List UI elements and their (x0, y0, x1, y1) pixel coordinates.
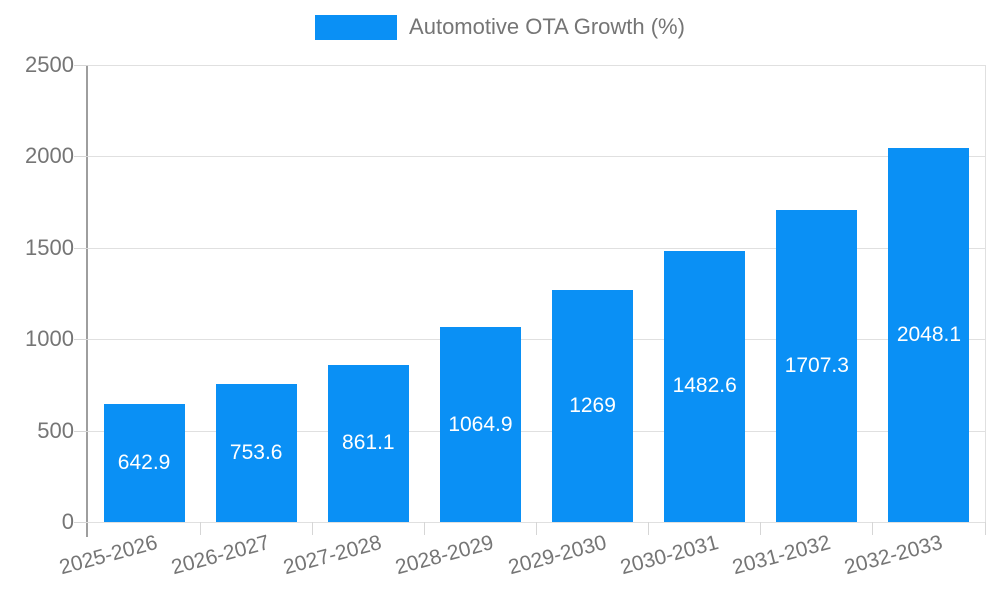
bar[interactable]: 2048.1 (888, 147, 970, 522)
plot-right-border (985, 65, 986, 535)
bar-value-label: 1064.9 (448, 412, 513, 436)
bar[interactable]: 861.1 (327, 364, 409, 522)
gridline (88, 338, 985, 340)
bar-value-label: 2048.1 (896, 322, 962, 346)
y-axis-tick-label: 1000 (25, 326, 74, 351)
x-tick-mark (199, 522, 201, 535)
legend-series-label: Automotive OTA Growth (%) (409, 14, 685, 39)
x-tick-mark (311, 522, 313, 535)
y-tick-mark (74, 521, 88, 523)
y-tick-mark (74, 338, 88, 340)
x-tick-mark (423, 522, 425, 535)
y-axis-tick-label: 2000 (25, 143, 74, 168)
legend-color-swatch (315, 14, 398, 40)
bar-value-label: 1482.6 (672, 374, 737, 398)
bar-value-label: 861.1 (342, 431, 395, 455)
legend[interactable]: Automotive OTA Growth (%) (0, 14, 1000, 40)
gridline (88, 155, 985, 157)
bar[interactable]: 1269 (552, 290, 634, 522)
bar-value-label: 642.9 (117, 451, 171, 475)
bar-value-label: 1269 (569, 394, 616, 417)
bar[interactable]: 1064.9 (439, 327, 521, 522)
y-tick-mark (74, 430, 88, 432)
y-tick-mark (74, 155, 88, 157)
x-tick-mark (872, 522, 874, 535)
gridline (88, 247, 985, 249)
y-axis-tick-label: 1500 (25, 235, 74, 260)
y-axis-tick-label: 500 (37, 418, 74, 443)
bar[interactable]: 753.6 (215, 384, 297, 522)
bar-value-label: 1707.3 (784, 353, 849, 377)
x-tick-mark (648, 522, 650, 535)
x-tick-mark (760, 522, 762, 535)
y-tick-mark (74, 247, 88, 249)
y-axis-tick-label: 0 (61, 509, 74, 534)
bar[interactable]: 1707.3 (776, 209, 858, 522)
plot-area: 0 500 1000 1500 2000 2500 642.9 753.6 861.1 1064.… (25, 53, 986, 579)
gridline (88, 64, 985, 66)
y-tick-mark (74, 64, 88, 66)
x-tick-mark (984, 522, 986, 535)
x-tick-mark (536, 522, 537, 535)
y-axis-tick-label: 2500 (25, 52, 74, 77)
gridline (88, 430, 985, 432)
bar[interactable]: 1482.6 (664, 250, 746, 522)
bar[interactable]: 642.9 (103, 404, 185, 522)
y-axis-line (86, 65, 88, 537)
bar-value-label: 753.6 (229, 441, 283, 465)
